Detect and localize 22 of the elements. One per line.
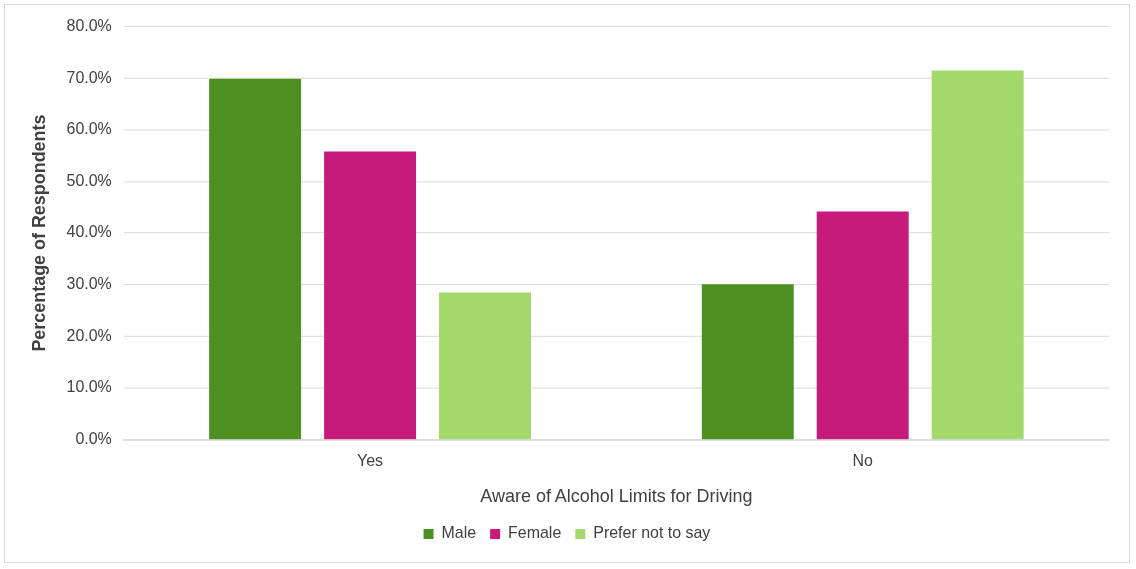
y-tick-label: 10.0% (66, 378, 112, 396)
legend-label: Female (508, 524, 562, 542)
bar (439, 292, 532, 440)
bar (931, 70, 1024, 440)
bar (701, 284, 794, 440)
x-tick-label: No (852, 451, 874, 469)
y-tick-label: 0.0% (75, 430, 112, 448)
bar (816, 211, 909, 440)
x-axis-title: Aware of Alcohol Limits for Driving (480, 486, 753, 507)
y-tick-label: 40.0% (66, 223, 112, 241)
legend-label: Prefer not to say (593, 524, 711, 542)
y-tick-label: 50.0% (66, 171, 112, 189)
y-tick-label: 20.0% (66, 326, 112, 344)
legend-label: Male (441, 524, 477, 542)
y-axis-title: Percentage of Respondents (28, 114, 49, 352)
y-tick-label: 70.0% (66, 68, 112, 86)
bar (324, 151, 417, 440)
y-tick-label: 30.0% (66, 275, 112, 293)
y-tick-label: 80.0% (66, 16, 112, 34)
bar (209, 78, 302, 440)
x-tick-label: Yes (357, 451, 384, 469)
y-tick-label: 60.0% (66, 120, 112, 138)
